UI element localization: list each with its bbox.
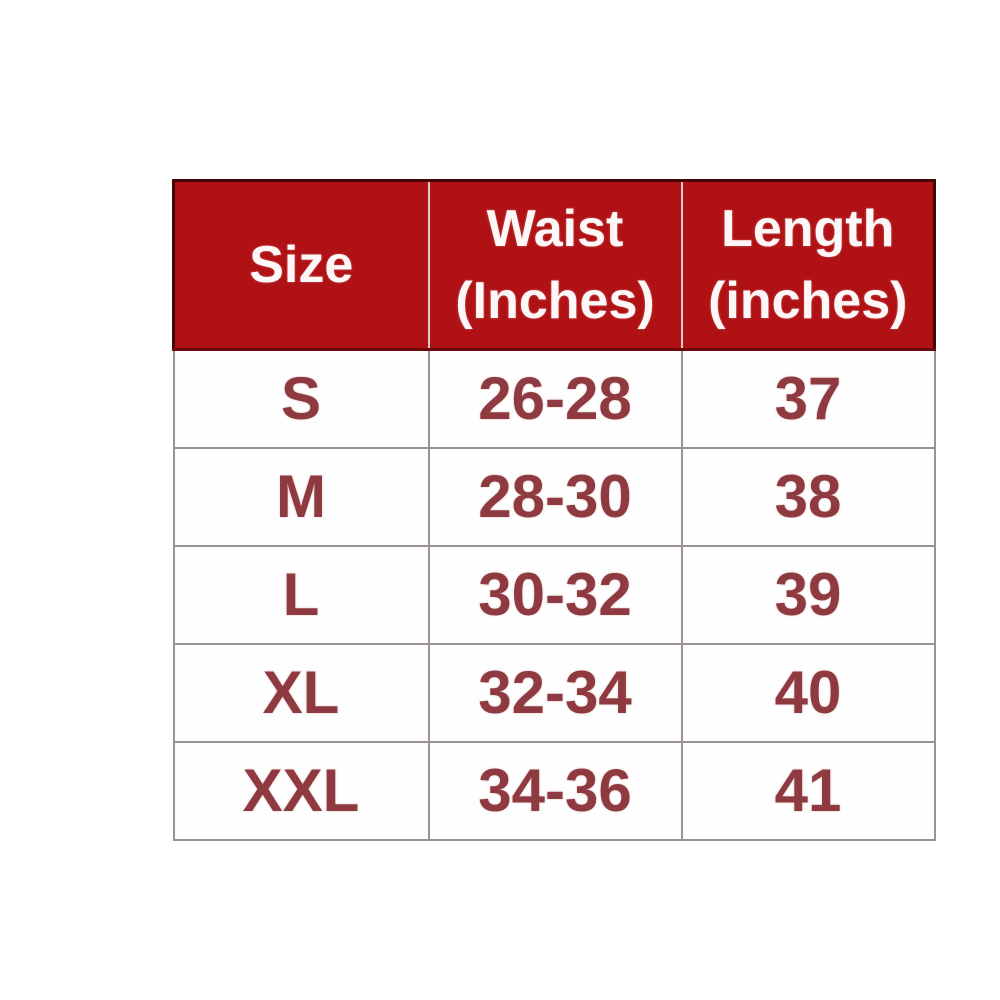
- cell-length: 37: [680, 348, 936, 449]
- cell-length: 39: [680, 544, 936, 645]
- cell-size: M: [172, 446, 430, 547]
- table-row-xl: XL 32-34 40: [172, 642, 936, 743]
- cell-length: 41: [680, 740, 936, 841]
- header-label-length-line1: Length: [721, 200, 895, 258]
- cell-size: S: [172, 348, 430, 449]
- header-cell-waist: Waist (Inches): [427, 179, 683, 351]
- cell-waist: 30-32: [427, 544, 683, 645]
- cell-waist: 34-36: [427, 740, 683, 841]
- table-row-xxl: XXL 34-36 41: [172, 740, 936, 841]
- header-row: Size Waist (Inches) Length (inches): [172, 179, 936, 351]
- header-label-size: Size: [249, 236, 354, 294]
- header-label-length-line2: (inches): [708, 272, 908, 330]
- cell-size: XXL: [172, 740, 430, 841]
- table-row-s: S 26-28 37: [172, 348, 936, 449]
- size-chart-table: Size Waist (Inches) Length (inches) S 26…: [172, 179, 936, 841]
- header-cell-length: Length (inches): [680, 179, 936, 351]
- cell-waist: 28-30: [427, 446, 683, 547]
- header-label-waist-line2: (Inches): [455, 272, 655, 330]
- cell-length: 40: [680, 642, 936, 743]
- header-label-waist-line1: Waist: [486, 200, 624, 258]
- cell-waist: 32-34: [427, 642, 683, 743]
- cell-length: 38: [680, 446, 936, 547]
- cell-waist: 26-28: [427, 348, 683, 449]
- cell-size: XL: [172, 642, 430, 743]
- header-cell-size: Size: [172, 179, 430, 351]
- cell-size: L: [172, 544, 430, 645]
- table-row-m: M 28-30 38: [172, 446, 936, 547]
- table-row-l: L 30-32 39: [172, 544, 936, 645]
